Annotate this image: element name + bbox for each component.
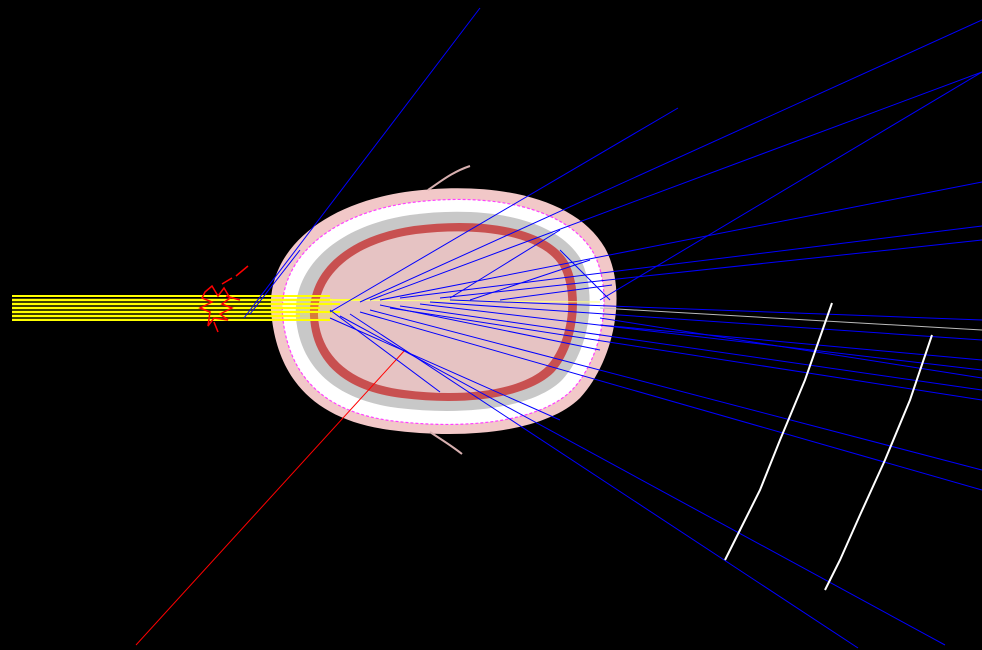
- scattered-ray: [379, 181, 982, 301]
- scattered-ray: [379, 304, 601, 351]
- scattered-ray: [359, 19, 982, 303]
- scattered-ray: [599, 317, 982, 379]
- detector-plate-near: [724, 302, 833, 561]
- scattered-ray: [599, 324, 982, 361]
- scattered-ray: [449, 229, 561, 299]
- scattered-ray: [369, 309, 982, 471]
- scattered-ray: [329, 317, 561, 421]
- secondary-track: [135, 349, 406, 646]
- transmitted-ray: [599, 307, 982, 331]
- scattered-ray: [449, 299, 982, 321]
- detectors: [724, 302, 933, 591]
- scattered-ray: [399, 305, 982, 391]
- scattered-ray: [559, 249, 611, 301]
- scattered-ray: [389, 307, 982, 401]
- scattered-ray: [399, 225, 982, 299]
- interaction-cluster: [198, 265, 249, 333]
- scalp-fragment-top: [427, 165, 471, 191]
- scattered-ray: [329, 309, 441, 393]
- detector-plate-far: [824, 334, 933, 591]
- scattered-rays: [243, 7, 982, 649]
- scattered-ray: [329, 107, 679, 313]
- scattered-ray: [359, 311, 982, 491]
- scattered-ray: [339, 315, 946, 646]
- incident-beam: [12, 295, 601, 321]
- scattered-ray: [469, 259, 591, 301]
- scalp-fragment-bottom: [429, 431, 463, 455]
- scattered-ray: [369, 71, 982, 301]
- scattered-ray: [349, 313, 859, 649]
- scattered-ray: [243, 7, 481, 319]
- scattered-ray: [429, 301, 982, 341]
- scattered-ray: [599, 71, 982, 301]
- scattered-ray: [249, 249, 301, 315]
- scattered-ray: [419, 303, 982, 371]
- secondary-particles: [135, 265, 406, 646]
- scattered-ray: [499, 284, 613, 301]
- skull-outline-edge: [281, 198, 605, 425]
- scattered-ray: [439, 239, 982, 299]
